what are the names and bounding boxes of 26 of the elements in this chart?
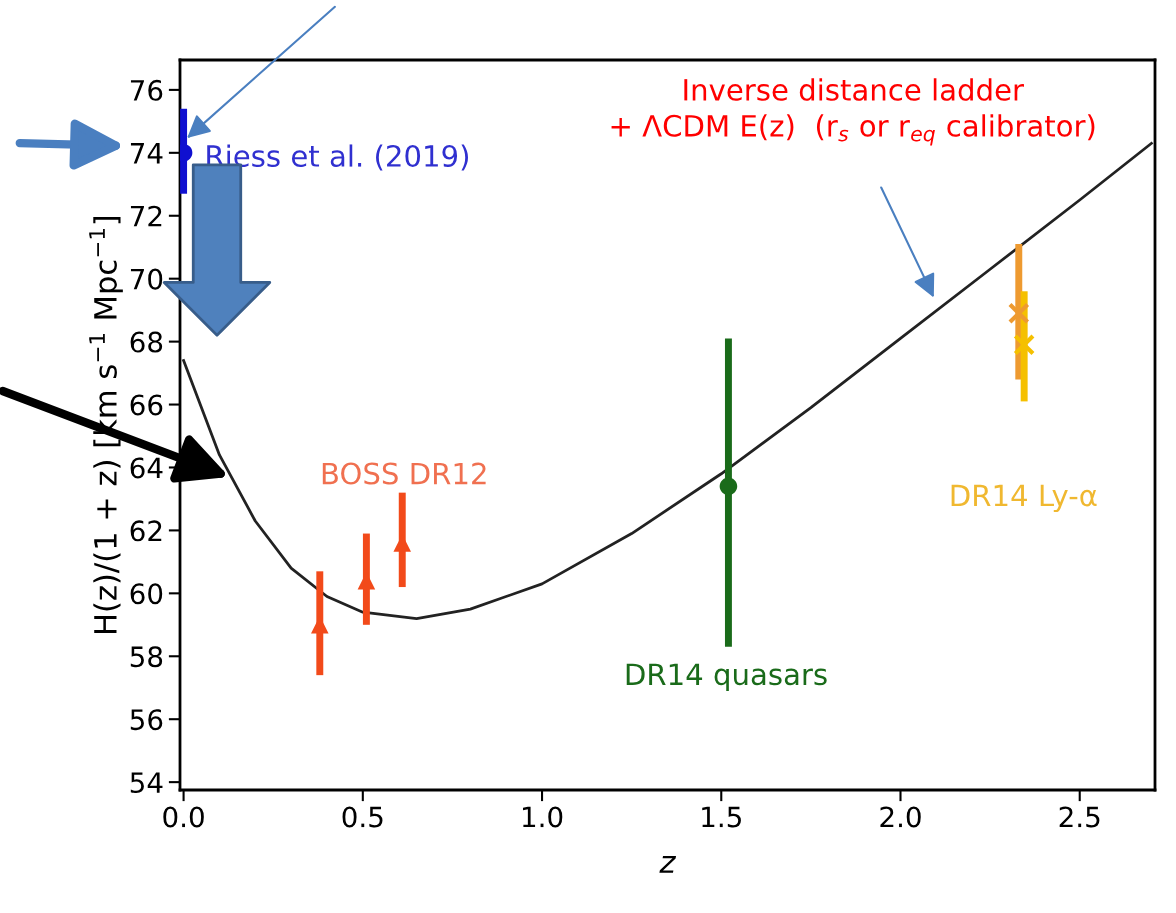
x-tick-label: 0.5 (342, 806, 383, 828)
y-tick-label: 76 (130, 79, 163, 101)
y-tick-label: 58 (130, 646, 163, 668)
annotation: Inverse distance ladder + ΛCDM E(z) (r$_{s}$ or r$_{eq}$ calibrator) (611, 78, 1095, 146)
y-tick-label: 60 (130, 583, 163, 605)
y-tick-label: 68 (130, 331, 163, 353)
y-tick-label: 66 (130, 394, 163, 416)
annotation: DR14 quasars (626, 663, 827, 691)
y-tick-label: 74 (130, 143, 163, 164)
y-tick-label: 62 (130, 520, 162, 542)
x-axis-title: z (659, 856, 677, 873)
point (719, 477, 738, 496)
y-tick-label: 56 (130, 709, 163, 731)
y-tick-label: 70 (130, 268, 163, 290)
annotation: DR14 Ly-α (951, 484, 1097, 513)
y-tick-label: 64 (130, 457, 163, 479)
point (1013, 333, 1036, 356)
y-tick-label: 72 (130, 205, 162, 227)
x-tick-label: 1.0 (523, 806, 563, 828)
annotation: BOSS DR12 (322, 462, 486, 485)
point (1007, 302, 1030, 325)
x-tick-label: 1.5 (702, 806, 741, 828)
x-tick-label: 0.0 (163, 806, 204, 828)
x-tick-label: 2.5 (1059, 806, 1100, 828)
y-tick-label: 54 (130, 772, 163, 794)
x-tick-label: 2.0 (880, 806, 921, 828)
